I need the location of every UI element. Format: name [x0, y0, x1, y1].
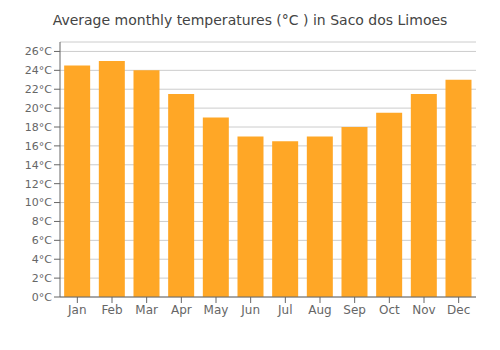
svg-text:8°C: 8°C [32, 215, 52, 228]
html-text:Average monthly temperatures (: Average monthly temperatures (°C ) in Sa… [52, 12, 448, 28]
svg-text:18°C: 18°C [25, 121, 52, 134]
svg-text:Oct: Oct [379, 303, 400, 317]
svg-text:Nov: Nov [412, 303, 435, 317]
svg-text:26°C: 26°C [25, 45, 52, 58]
svg-text:Jan: Jan [67, 303, 87, 317]
svg-text:Jun: Jun [240, 303, 260, 317]
svg-text:2°C: 2°C [32, 272, 52, 285]
svg-text:20°C: 20°C [25, 102, 52, 115]
svg-text:14°C: 14°C [25, 159, 52, 172]
svg-text:Apr: Apr [171, 303, 192, 317]
svg-text:16°C: 16°C [25, 140, 52, 153]
svg-text:Sep: Sep [343, 303, 366, 317]
svg-text:4°C: 4°C [32, 253, 52, 266]
svg-text:Aug: Aug [308, 303, 331, 317]
svg-text:24°C: 24°C [25, 64, 52, 77]
svg-text:12°C: 12°C [25, 178, 52, 191]
svg-text:Feb: Feb [101, 303, 122, 317]
svg-text:Dec: Dec [447, 303, 470, 317]
svg-text:10°C: 10°C [25, 196, 52, 209]
svg-text:Mar: Mar [135, 303, 158, 317]
svg-text:22°C: 22°C [25, 83, 52, 96]
svg-text:0°C: 0°C [32, 291, 52, 304]
svg-text:Jul: Jul [277, 303, 292, 317]
svg-text:May: May [204, 303, 229, 317]
svg-text:6°C: 6°C [32, 234, 52, 247]
